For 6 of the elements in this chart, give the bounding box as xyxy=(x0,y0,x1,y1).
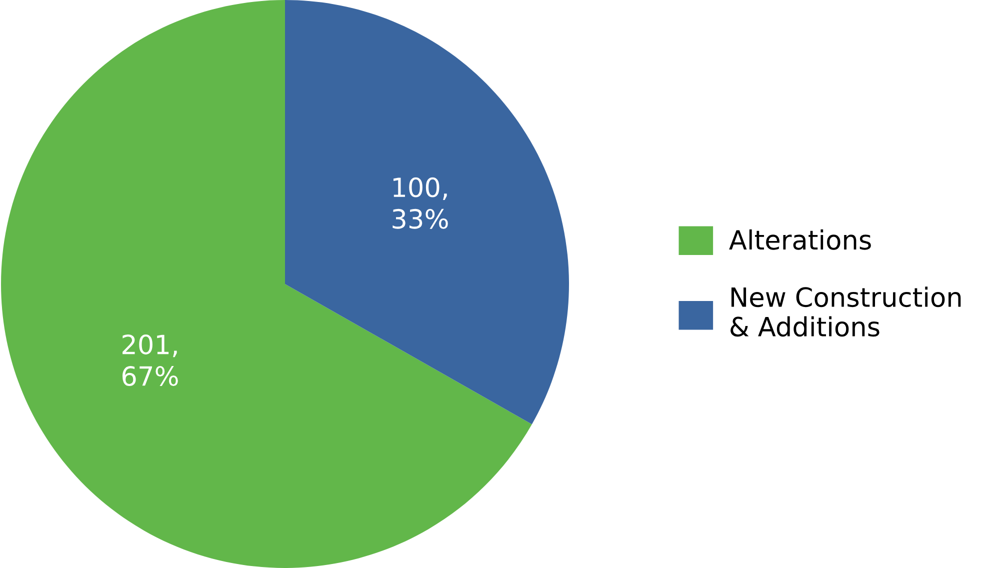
legend-label: New Construction & Additions xyxy=(730,286,961,337)
pie-slice xyxy=(285,0,569,424)
data-label: 100, 33% xyxy=(392,177,448,229)
legend-label: Alterations xyxy=(729,229,871,250)
pie-slice xyxy=(1,0,532,568)
data-label: 201, 67% xyxy=(122,334,178,386)
